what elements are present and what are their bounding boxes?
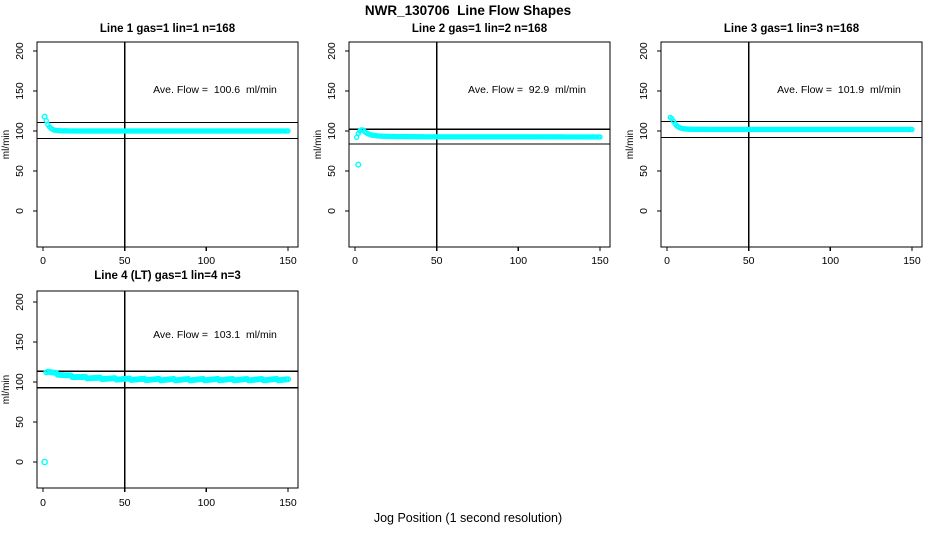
y-tick-label: 100 <box>14 122 26 140</box>
panel-line-2: Line 2 gas=1 lin=2 n=168 Ave. Flow = 92.… <box>312 18 624 268</box>
y-tick-label: 0 <box>638 208 650 214</box>
x-tick-label: 50 <box>743 255 755 267</box>
data-point <box>909 126 915 133</box>
y-tick-label: 150 <box>326 82 338 100</box>
y-tick-label: 150 <box>14 82 26 100</box>
ave-flow-annotation: Ave. Flow = 100.6 ml/min <box>153 84 277 96</box>
x-tick-label: 150 <box>903 255 921 267</box>
x-tick-label: 0 <box>40 255 46 267</box>
x-axis-title: Jog Position (1 second resolution) <box>373 511 563 525</box>
x-tick-label: 50 <box>119 497 131 508</box>
data-point <box>284 376 291 383</box>
panel-title: Line 3 gas=1 lin=3 n=168 <box>723 23 860 35</box>
outlier-point <box>355 161 362 168</box>
y-tick-label: 150 <box>14 333 26 351</box>
plot-box <box>660 41 923 248</box>
y-tick-label: 200 <box>14 42 26 60</box>
y-tick-label: 50 <box>14 416 26 428</box>
outlier-point <box>41 458 48 466</box>
y-tick-label: 200 <box>326 42 338 60</box>
plot-box <box>36 290 299 489</box>
y-axis-label: ml/min <box>1 130 12 159</box>
panel-title: Line 1 gas=1 lin=1 n=168 <box>99 23 236 35</box>
y-tick-label: 100 <box>14 373 26 391</box>
y-axis-label: ml/min <box>625 130 636 159</box>
x-tick-label: 150 <box>279 497 297 508</box>
line-3-chart: 0 50 100 150 0 50 100 150 200 ml/min <box>625 41 923 267</box>
line-1-chart: 0 50 100 150 0 50 100 150 200 ml/min <box>1 41 299 267</box>
x-tick-label: 100 <box>198 255 216 267</box>
ave-flow-annotation: Ave. Flow = 101.9 ml/min <box>777 84 901 96</box>
panel-title: Line 4 (LT) gas=1 lin=4 n=3 <box>94 270 241 282</box>
y-tick-label: 0 <box>14 208 26 214</box>
panel-line-3: Line 3 gas=1 lin=3 n=168 Ave. Flow = 101… <box>624 18 936 268</box>
outlier-point <box>41 113 48 120</box>
x-tick-label: 150 <box>279 255 297 267</box>
y-tick-label: 50 <box>326 165 338 177</box>
y-tick-label: 50 <box>638 165 650 177</box>
figure-title: NWR_130706 Line Flow Shapes <box>364 3 572 18</box>
y-tick-label: 0 <box>326 208 338 214</box>
x-tick-label: 100 <box>198 497 216 508</box>
x-tick-label: 50 <box>119 255 131 267</box>
panel-line-1: Line 1 gas=1 lin=1 n=168 Ave. Flow = 100… <box>0 18 312 268</box>
x-tick-label: 50 <box>431 255 443 267</box>
y-tick-label: 100 <box>638 122 650 140</box>
plot-box <box>36 41 299 248</box>
ave-flow-annotation: Ave. Flow = 103.1 ml/min <box>153 329 277 341</box>
data-point <box>285 128 291 134</box>
y-tick-label: 0 <box>14 459 26 465</box>
y-axis-label: ml/min <box>313 130 324 159</box>
line-2-chart: 0 50 100 150 0 50 100 150 200 ml/min <box>313 41 611 267</box>
x-tick-label: 100 <box>510 255 528 267</box>
x-tick-label: 0 <box>40 497 46 508</box>
y-tick-label: 50 <box>14 165 26 177</box>
x-tick-label: 150 <box>591 255 609 267</box>
line-4-chart: 0 50 100 150 0 50 100 150 200 ml/min <box>1 290 299 508</box>
x-tick-label: 0 <box>664 255 670 267</box>
y-axis-label: ml/min <box>1 375 12 404</box>
ave-flow-annotation: Ave. Flow = 92.9 ml/min <box>468 84 586 96</box>
panel-line-4: Line 4 (LT) gas=1 lin=4 n=3 Ave. Flow = … <box>0 268 312 508</box>
y-tick-label: 100 <box>326 122 338 140</box>
y-tick-label: 150 <box>638 82 650 100</box>
x-tick-label: 100 <box>822 255 840 267</box>
x-tick-label: 0 <box>352 255 358 267</box>
panel-title: Line 2 gas=1 lin=2 n=168 <box>411 23 548 35</box>
y-tick-label: 200 <box>638 42 650 60</box>
data-point <box>597 134 603 140</box>
y-tick-label: 200 <box>14 293 26 311</box>
